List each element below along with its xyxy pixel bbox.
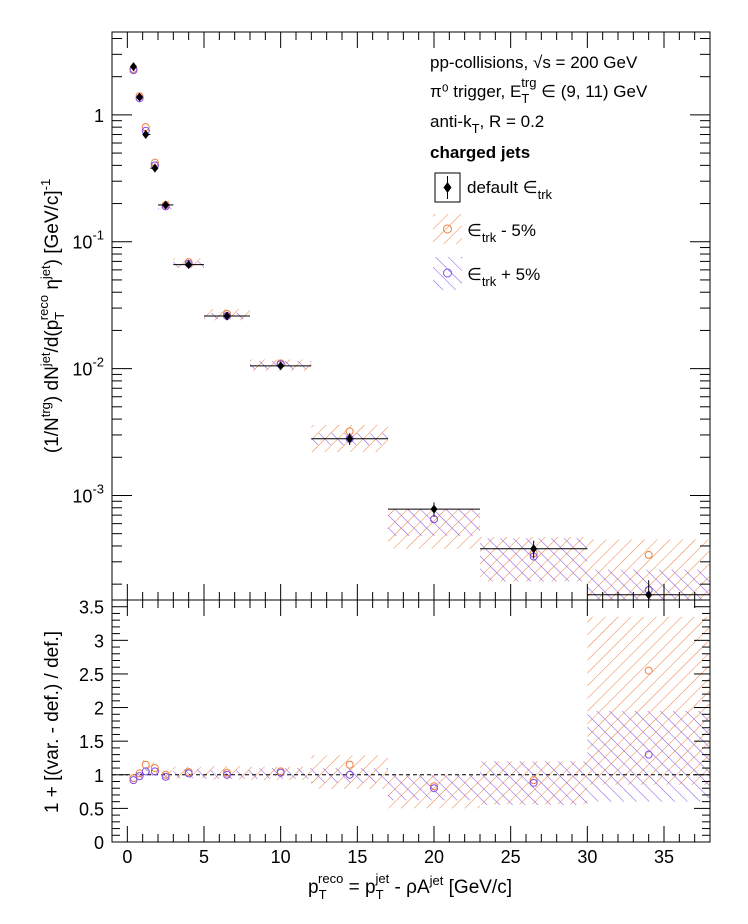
- xtick-label-6: 30: [577, 847, 597, 867]
- bottom-panel: 0 5 10 15 20 25 30 35 0 0.5 1 1.5 2 2.5 3 3.5 1 + [(va…: [42, 598, 711, 902]
- marker-bottom-s1-pt0: [129, 776, 138, 785]
- band-bottom-s1-bin5: [173, 769, 204, 779]
- marker-default-pt8: [346, 434, 354, 444]
- marker-bottom-s1-pt2: [141, 767, 150, 776]
- xtick-label-1: 5: [199, 847, 209, 867]
- bottom-y-axis-title: 1 + [(var. - def.) / def.]: [42, 631, 63, 813]
- marker-bottom-s0-pt4: [161, 770, 170, 779]
- marker-bottom-s0-pt6: [223, 768, 231, 777]
- legend-swatch-minus: [433, 214, 462, 244]
- marker-bottom-s1-pt11: [644, 750, 653, 759]
- marker-bottom-s0-pt10: [529, 776, 538, 785]
- band-bottom-s0-bin2: [142, 759, 151, 771]
- annotation-collisions: pp-collisions, √s = 200 GeV: [430, 53, 638, 72]
- marker-default-pt0: [129, 62, 137, 72]
- legend-entry-default: default ∈trk: [434, 172, 553, 203]
- marker-default-pt1: [136, 92, 144, 102]
- bottom-data-markers: [129, 666, 653, 793]
- marker-default-pt10: [530, 544, 538, 554]
- top-data-markers: [129, 62, 710, 600]
- bottom-x-ticks: 0 5 10 15 20 25 30 35: [111, 600, 711, 867]
- ytick-label-top-0: 10-3: [72, 481, 104, 506]
- xtick-label-2: 10: [271, 847, 291, 867]
- marker-bottom-s1-pt3: [150, 767, 159, 776]
- ytick-label-top-3: 1: [94, 106, 104, 126]
- ytick-label-bottom-5: 2.5: [79, 665, 104, 685]
- band-bottom-s1-bin9: [388, 774, 480, 801]
- band-bottom-s1-bin11: [587, 710, 710, 802]
- marker-bottom-s1-pt10: [529, 778, 538, 787]
- bottom-y-ticks: 0 0.5 1 1.5 2 2.5 3 3.5: [79, 598, 710, 853]
- marker-bottom-s0-pt3: [150, 764, 159, 773]
- marker-bottom-s1-pt5: [184, 769, 193, 778]
- legend-marker-default: [443, 182, 452, 193]
- legend-label-minus: ∈trk - 5%: [467, 221, 536, 245]
- marker-bottom-s1-pt8: [345, 770, 354, 779]
- band-bottom-s1-bin7: [250, 768, 312, 779]
- xtick-label-5: 25: [501, 847, 521, 867]
- bottom-uncertainty-bands: [130, 616, 710, 809]
- marker-default-pt6: [223, 311, 231, 321]
- ytick-label-top-1: 10-2: [72, 355, 104, 380]
- legend-entry-minus: ∈trk - 5%: [433, 214, 536, 245]
- band-bottom-s1-bin8: [311, 768, 388, 783]
- top-y-ticks: 10-3 10-2 10-1 1: [72, 37, 710, 585]
- annotation-block: pp-collisions, √s = 200 GeV π⁰ trigger, …: [430, 53, 648, 162]
- marker-bottom-s1-pt6: [223, 770, 231, 779]
- legend-swatch-plus: [433, 257, 462, 290]
- ytick-label-top-2: 10-1: [72, 228, 104, 253]
- xtick-label-3: 15: [347, 847, 367, 867]
- legend-entry-plus: ∈trk + 5%: [433, 257, 540, 290]
- marker-bottom-s1-pt1: [135, 772, 144, 781]
- marker-bottom-s1-pt9: [430, 784, 438, 793]
- marker-bottom-s0-pt8: [345, 760, 354, 769]
- band-bottom-s1-bin4: [158, 772, 174, 781]
- top-y-axis-title: (1/Ntrg) dNjet/d(pTreco ηjet) [GeV/c]-1: [36, 179, 67, 453]
- marker-default-pt3: [151, 163, 159, 173]
- ytick-label-bottom-7: 3.5: [79, 598, 104, 618]
- legend: default ∈trk ∈trk - 5% ∈trk + 5%: [433, 172, 553, 290]
- legend-marker-plus: [443, 268, 452, 278]
- legend-label-default: default ∈trk: [467, 178, 553, 202]
- ytick-label-bottom-6: 3: [94, 631, 104, 651]
- band-bottom-s1-bin2: [142, 768, 151, 775]
- marker-top-s1-pt11: [644, 550, 653, 559]
- annotation-jet-type: charged jets: [430, 143, 530, 162]
- xtick-label-7: 35: [654, 847, 674, 867]
- top-panel: 10-3 10-2 10-1 1 (1/Ntrg) dNjet/d(pTreco ηj…: [36, 31, 711, 601]
- annotation-algorithm: anti-kT, R = 0.2: [430, 112, 544, 136]
- marker-bottom-s0-pt9: [430, 782, 438, 791]
- ytick-label-bottom-1: 0.5: [79, 799, 104, 819]
- top-x-ticks: [111, 32, 711, 600]
- top-uncertainty-bands: [130, 65, 710, 600]
- marker-default-pt4: [162, 200, 170, 210]
- band-bottom-s1-bin1: [136, 772, 143, 779]
- ytick-label-bottom-2: 1: [94, 766, 104, 786]
- xtick-label-0: 0: [122, 847, 132, 867]
- marker-default-pt2: [142, 130, 150, 140]
- xtick-label-4: 20: [424, 847, 444, 867]
- ytick-label-bottom-4: 2: [94, 699, 104, 719]
- ytick-label-bottom-3: 1.5: [79, 732, 104, 752]
- legend-marker-minus: [443, 224, 452, 234]
- marker-bottom-s0-pt11: [644, 666, 653, 675]
- ytick-label-bottom-0: 0: [94, 833, 104, 853]
- band-bottom-s1-bin3: [150, 768, 158, 777]
- marker-bottom-s1-pt7: [276, 768, 285, 777]
- marker-default-pt5: [185, 260, 193, 270]
- marker-bottom-s1-pt4: [161, 772, 170, 781]
- annotation-trigger: π⁰ trigger, ETtrg ∈ (9, 11) GeV: [430, 75, 648, 106]
- band-bottom-s1-bin0: [130, 775, 137, 783]
- x-axis-title: pTreco = pTjet - ρAjet [GeV/c]: [308, 871, 512, 902]
- marker-default-pt9: [430, 504, 438, 514]
- legend-label-plus: ∈trk + 5%: [467, 265, 540, 289]
- marker-default-pt7: [277, 361, 285, 371]
